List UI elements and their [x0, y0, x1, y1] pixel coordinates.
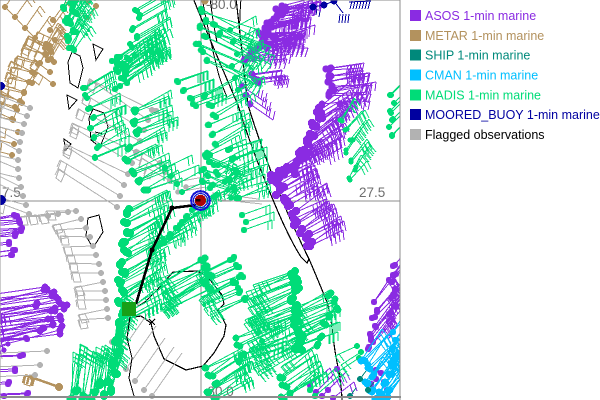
- svg-text:7.5: 7.5: [2, 185, 21, 200]
- svg-text:MADIS 1-min marine: MADIS 1-min marine: [425, 88, 541, 102]
- svg-text:ASOS 1-min marine: ASOS 1-min marine: [425, 9, 536, 23]
- svg-text:-80.0: -80.0: [206, 0, 237, 12]
- svg-text:27.5: 27.5: [359, 185, 385, 200]
- svg-text:-80.0: -80.0: [203, 384, 234, 399]
- svg-text:CMAN 1-min marine: CMAN 1-min marine: [425, 69, 538, 83]
- svg-text:MOORED_BUOY 1-min marine: MOORED_BUOY 1-min marine: [425, 108, 600, 122]
- svg-text:SHIP 1-min marine: SHIP 1-min marine: [425, 49, 530, 63]
- svg-text:Flagged observations: Flagged observations: [425, 128, 545, 142]
- svg-text:METAR 1-min marine: METAR 1-min marine: [425, 29, 544, 43]
